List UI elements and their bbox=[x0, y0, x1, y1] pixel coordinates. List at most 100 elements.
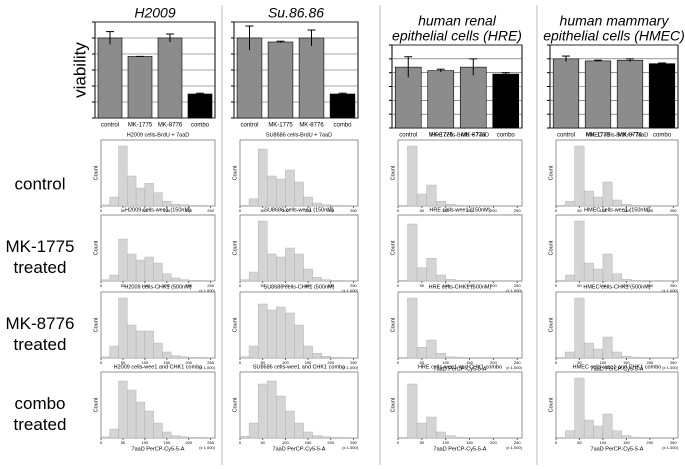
x-tick-label: 200 bbox=[185, 440, 192, 445]
histogram-bar bbox=[397, 280, 408, 282]
histogram-bar bbox=[179, 436, 189, 439]
histogram-bar bbox=[621, 356, 632, 359]
x-tick-label: 50 bbox=[577, 208, 582, 213]
x-tick-label: combo bbox=[191, 123, 210, 129]
histogram-bar bbox=[621, 279, 632, 282]
histogram-bar bbox=[583, 419, 594, 439]
histogram-bar bbox=[303, 345, 313, 359]
x-tick-label: 250 bbox=[207, 283, 214, 288]
histogram-bar bbox=[312, 435, 322, 439]
panel-title: HMEC cells-BrdU + 7aaD bbox=[586, 132, 649, 138]
bar bbox=[236, 37, 263, 119]
x-tick-label: 200 bbox=[185, 283, 192, 288]
x-tick-label: 0 bbox=[555, 440, 558, 445]
plot-frame bbox=[555, 291, 679, 359]
histogram-bar bbox=[303, 268, 313, 282]
y-axis-label: viability bbox=[70, 42, 89, 98]
panel-title: epithelial cells (HRE) bbox=[392, 28, 522, 44]
x-axis-unit: (x 1,000) bbox=[199, 445, 215, 450]
panel-title: Su.86.86 bbox=[268, 5, 324, 21]
histogram-bar bbox=[612, 199, 622, 207]
histogram-bar bbox=[455, 437, 465, 439]
histogram-bar bbox=[100, 204, 110, 207]
histogram-bar bbox=[445, 203, 456, 207]
x-tick-label: 250 bbox=[207, 208, 214, 213]
x-tick-label: 100 bbox=[142, 440, 149, 445]
histogram-bar bbox=[416, 193, 427, 207]
panel-title: HRE cells-CHK1 (500nM) bbox=[429, 284, 492, 290]
plot-frame bbox=[555, 371, 679, 439]
x-tick-label: control bbox=[240, 123, 258, 129]
x-tick-label: 0 bbox=[239, 440, 242, 445]
x-tick-label: 250 bbox=[350, 440, 357, 445]
histogram-bar bbox=[621, 435, 632, 439]
histogram-bar bbox=[276, 178, 286, 207]
histogram-bar bbox=[330, 357, 341, 359]
y-axis-label: Count bbox=[93, 397, 99, 412]
histogram-bar bbox=[170, 277, 181, 282]
histogram-bar bbox=[135, 401, 146, 439]
histogram-bar bbox=[170, 203, 181, 207]
histogram-bar bbox=[435, 274, 446, 282]
histogram-bar bbox=[118, 238, 128, 282]
x-tick-label: 100 bbox=[442, 208, 449, 213]
x-tick-label: 250 bbox=[350, 360, 357, 365]
y-axis-label: Count bbox=[232, 165, 238, 180]
histogram-bar bbox=[321, 204, 331, 207]
x-tick-label: 0 bbox=[555, 208, 558, 213]
x-tick-label: 50 bbox=[260, 208, 265, 213]
histogram-bar bbox=[593, 196, 604, 207]
x-tick-label: 50 bbox=[260, 283, 265, 288]
histogram-bar bbox=[321, 356, 331, 359]
histogram-bar bbox=[109, 345, 119, 359]
x-axis-unit: (x 1,000) bbox=[342, 288, 358, 293]
x-tick-label: 100 bbox=[142, 283, 149, 288]
x-tick-label: 100 bbox=[442, 283, 449, 288]
histogram-bar bbox=[330, 205, 341, 207]
histogram-bar bbox=[612, 273, 622, 282]
histogram-bar bbox=[602, 253, 613, 282]
histogram-bar bbox=[565, 430, 575, 439]
x-axis-unit: (x 1,000) bbox=[506, 365, 522, 370]
y-axis-label: Count bbox=[548, 317, 554, 332]
x-tick-label: 100 bbox=[600, 360, 607, 365]
bar bbox=[492, 73, 520, 129]
x-tick-label: 200 bbox=[647, 208, 654, 213]
x-tick-label: 0 bbox=[239, 208, 242, 213]
histogram-bar bbox=[197, 357, 207, 359]
panel-title: H2009 cells-BrdU + 7aaD bbox=[127, 132, 190, 138]
x-axis-unit: (x 1,000) bbox=[342, 365, 358, 370]
x-tick-label: 150 bbox=[163, 208, 170, 213]
y-axis-label: Count bbox=[93, 165, 99, 180]
histogram-bar bbox=[612, 430, 622, 439]
histogram-bar bbox=[197, 205, 207, 207]
x-tick-label: 250 bbox=[514, 360, 521, 365]
x-tick-label: 100 bbox=[600, 440, 607, 445]
x-tick-label: 250 bbox=[207, 440, 214, 445]
y-axis-label: Count bbox=[93, 317, 99, 332]
histogram-bar bbox=[565, 274, 575, 282]
x-tick-label: 150 bbox=[305, 283, 312, 288]
histogram-bar bbox=[276, 395, 286, 439]
histogram-bar bbox=[248, 345, 259, 359]
x-tick-label: 50 bbox=[121, 283, 126, 288]
bar bbox=[648, 63, 676, 129]
x-tick-label: 50 bbox=[121, 360, 126, 365]
histogram-bar bbox=[407, 383, 418, 439]
histogram-bar bbox=[162, 431, 172, 439]
histogram-bar bbox=[312, 353, 322, 359]
y-axis-label: Count bbox=[232, 317, 238, 332]
histogram-bar bbox=[593, 348, 604, 359]
bar bbox=[127, 56, 153, 119]
histogram-bar bbox=[435, 353, 446, 359]
y-axis-label: Count bbox=[232, 240, 238, 255]
histogram-bar bbox=[630, 357, 641, 359]
x-tick-label: 0 bbox=[397, 208, 400, 213]
x-tick-label: 250 bbox=[350, 208, 357, 213]
x-tick-label: 250 bbox=[670, 360, 677, 365]
row-label: treated bbox=[14, 335, 67, 354]
x-tick-label: 150 bbox=[163, 283, 170, 288]
x-tick-label: 0 bbox=[239, 283, 242, 288]
histogram-bar bbox=[100, 356, 110, 359]
histogram-bar bbox=[445, 356, 456, 359]
